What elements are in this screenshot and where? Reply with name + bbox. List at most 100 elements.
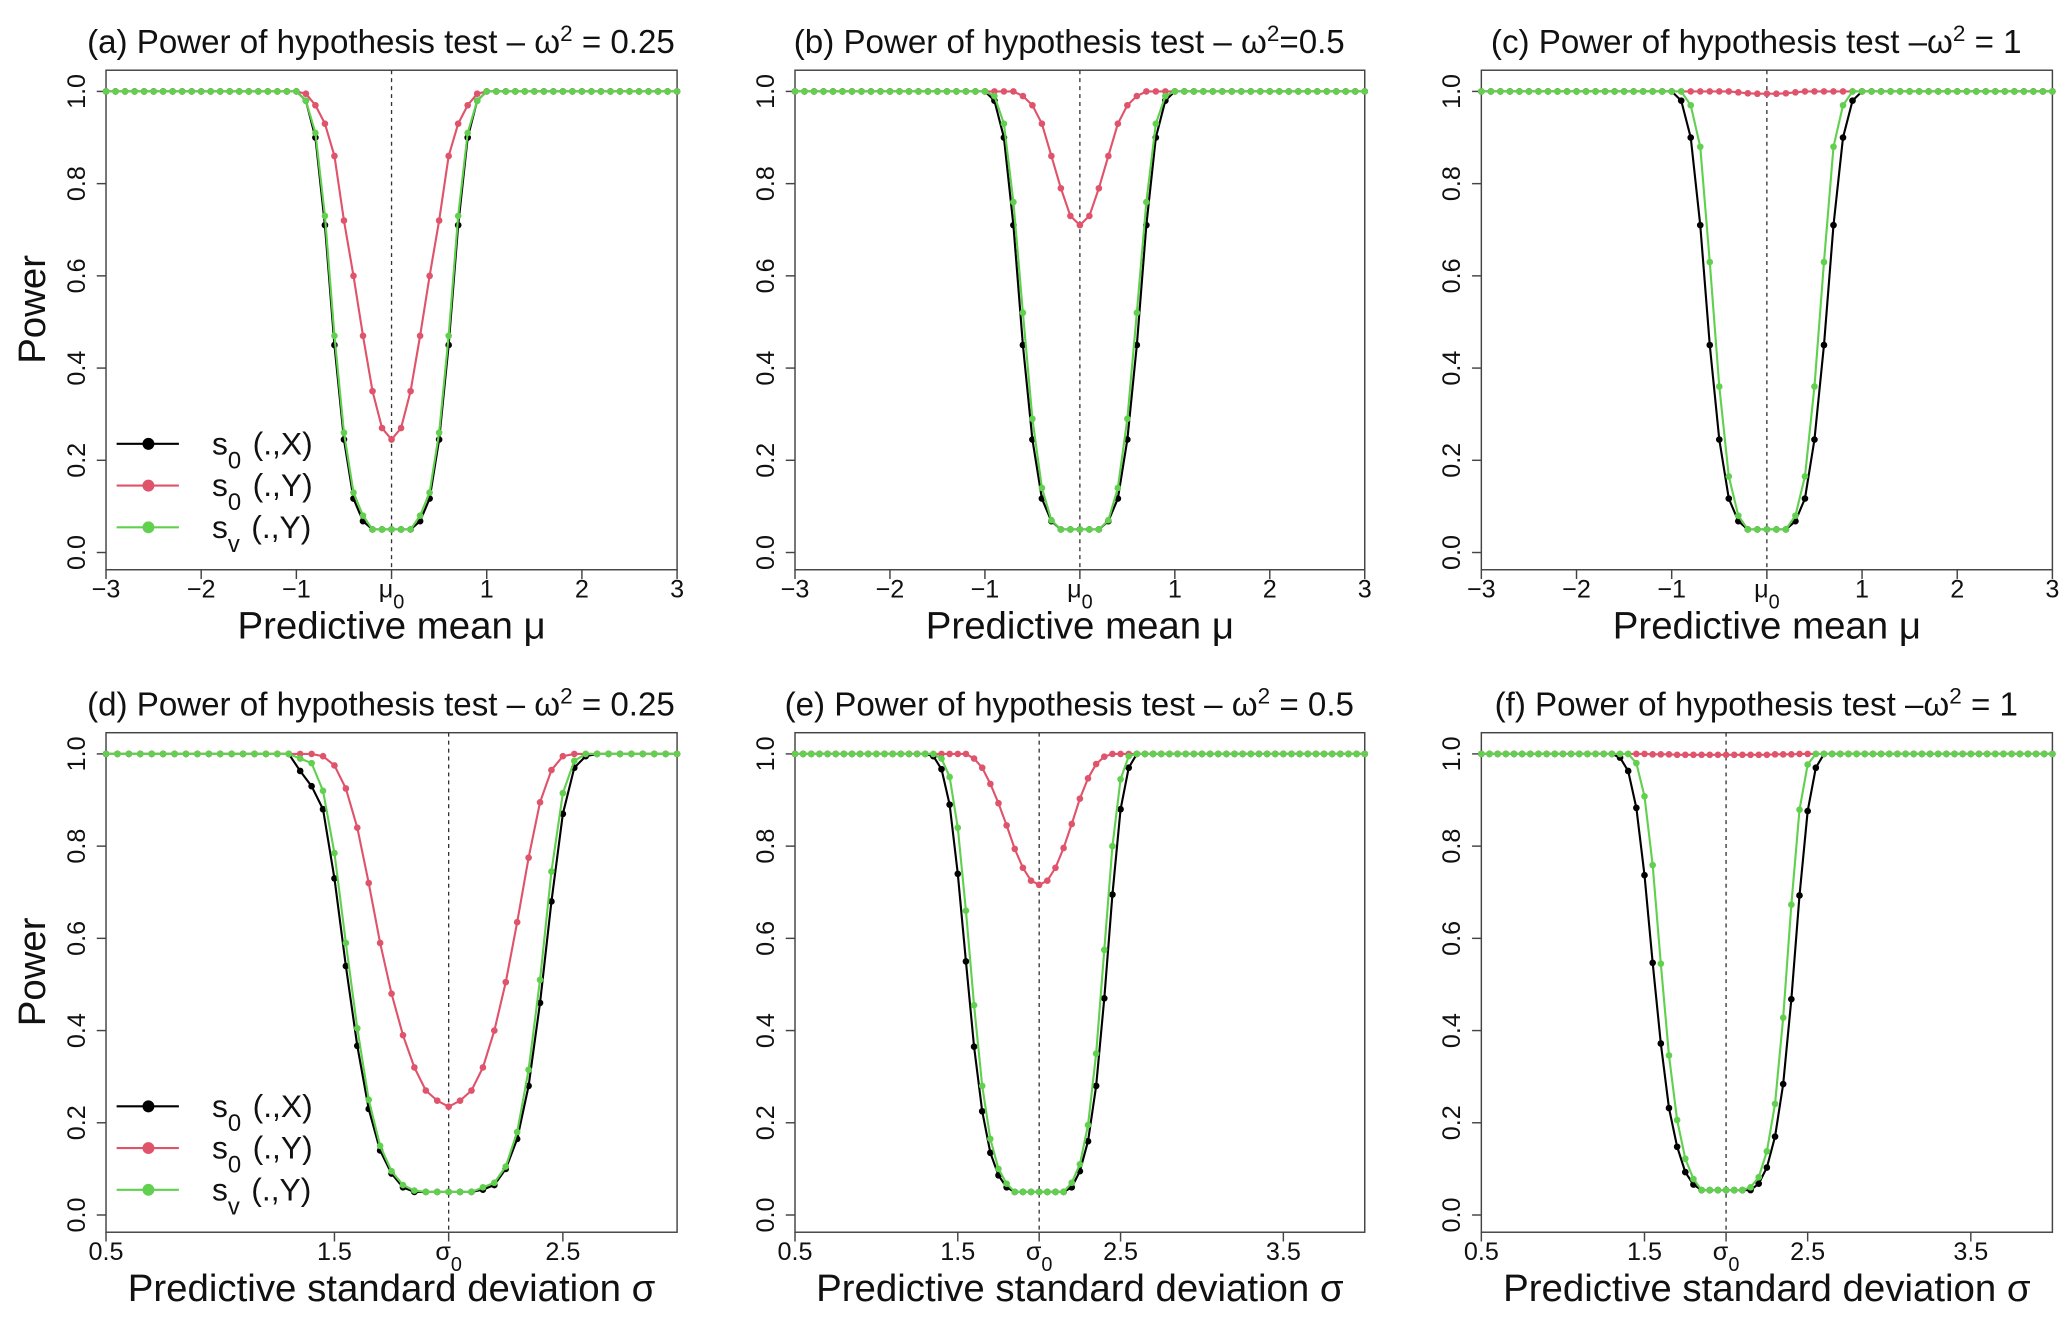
series-line: [795, 752, 1365, 887]
data-point: [921, 750, 929, 758]
data-point: [492, 88, 500, 95]
y-tick-label: 0.4: [752, 1013, 780, 1048]
data-point: [664, 88, 671, 95]
data-point: [388, 990, 395, 997]
data-point: [905, 88, 913, 95]
data-point: [1092, 1050, 1100, 1057]
data-point: [791, 750, 799, 758]
data-point: [1353, 750, 1360, 758]
data-point: [148, 750, 156, 758]
data-point: [930, 750, 937, 758]
data-point: [1117, 805, 1124, 813]
x-tick-label: 1.5: [1627, 1238, 1662, 1266]
data-point: [1788, 995, 1795, 1003]
data-point: [1076, 795, 1084, 802]
series-s0_X: [791, 750, 1369, 1196]
data-point: [650, 750, 658, 758]
data-point: [513, 1128, 521, 1136]
data-point: [1575, 750, 1583, 758]
data-point: [1796, 892, 1803, 899]
data-point: [2030, 88, 2037, 95]
title-superscript: 2: [560, 683, 573, 708]
data-point: [416, 332, 424, 340]
data-point: [1100, 753, 1108, 760]
data-point: [1157, 750, 1165, 758]
data-point: [407, 526, 414, 533]
data-point: [605, 750, 612, 758]
data-point: [2000, 750, 2007, 758]
data-point: [205, 750, 213, 758]
data-point: [445, 1103, 452, 1110]
data-point: [1820, 341, 1828, 349]
x-tick-label: μ0: [1754, 576, 1780, 614]
data-point: [915, 88, 922, 95]
data-point: [548, 766, 555, 774]
data-point: [1991, 750, 1999, 758]
data-point: [1926, 750, 1934, 758]
panel-title: (d) Power of hypothesis test – ω2 = 0.25: [87, 683, 675, 723]
y-axis-label: Power: [11, 255, 54, 364]
data-point: [1214, 750, 1222, 758]
legend-item-sv_Y: sv (.,Y): [116, 509, 311, 557]
data-point: [2032, 750, 2040, 758]
data-point: [559, 789, 567, 797]
data-point: [399, 1181, 407, 1189]
data-point: [1027, 877, 1035, 885]
data-point: [1029, 101, 1036, 109]
x-tick-label: −2: [187, 576, 216, 604]
data-point: [131, 88, 138, 95]
data-point: [1247, 88, 1255, 95]
data-point: [1271, 750, 1279, 758]
data-point: [1256, 88, 1264, 95]
data-point: [388, 436, 395, 443]
data-point: [1510, 750, 1518, 758]
data-point: [1003, 1180, 1010, 1187]
data-point: [1592, 750, 1599, 758]
data-point: [978, 764, 986, 772]
data-point: [1681, 1168, 1689, 1176]
data-point: [559, 88, 567, 95]
data-point: [1162, 88, 1169, 95]
x-tick-label: μ0: [379, 576, 405, 614]
series-line: [106, 752, 678, 1194]
data-point: [1332, 88, 1340, 95]
data-point: [1633, 750, 1640, 758]
data-point: [1804, 807, 1811, 815]
data-point: [970, 755, 978, 762]
data-point: [1620, 88, 1628, 95]
y-tick-label: 0.4: [752, 351, 780, 386]
data-point: [807, 750, 815, 758]
y-tick-label: 0.6: [752, 258, 780, 293]
title-superscript: 2: [1953, 20, 1966, 45]
data-point: [1706, 258, 1714, 266]
x-tick-label: 2.5: [545, 1238, 580, 1266]
y-tick-label: 0.2: [63, 443, 91, 478]
data-point: [1722, 751, 1730, 759]
data-point: [1223, 750, 1230, 758]
data-point: [1573, 88, 1580, 95]
panel-title: (a) Power of hypothesis test – ω2 = 0.25: [87, 20, 675, 61]
x-tick-label: 3.5: [1266, 1238, 1301, 1266]
data-point: [1673, 1116, 1681, 1124]
x-axis-label: Predictive standard deviation σ: [128, 1267, 656, 1310]
data-point: [125, 750, 133, 758]
data-point: [102, 88, 110, 95]
data-point: [1029, 415, 1036, 423]
data-point: [1084, 1121, 1092, 1129]
y-tick-label: 1.0: [1438, 74, 1466, 109]
data-point: [1092, 1082, 1100, 1090]
legend-marker: [142, 1183, 155, 1196]
data-point: [342, 939, 350, 947]
data-point: [924, 88, 932, 95]
panel-c: (c) Power of hypothesis test –ω2 = 10.00…: [1438, 20, 2059, 647]
legend-label: s0 (.,X): [212, 1088, 313, 1136]
series-sv_Y: [1478, 88, 2056, 533]
data-point: [1019, 309, 1027, 317]
data-point: [593, 750, 601, 758]
data-point: [1288, 750, 1295, 758]
data-point: [1506, 88, 1514, 95]
data-point: [889, 750, 896, 758]
title-value: =0.5: [1279, 24, 1344, 61]
data-point: [896, 88, 903, 95]
data-point: [1706, 751, 1714, 759]
